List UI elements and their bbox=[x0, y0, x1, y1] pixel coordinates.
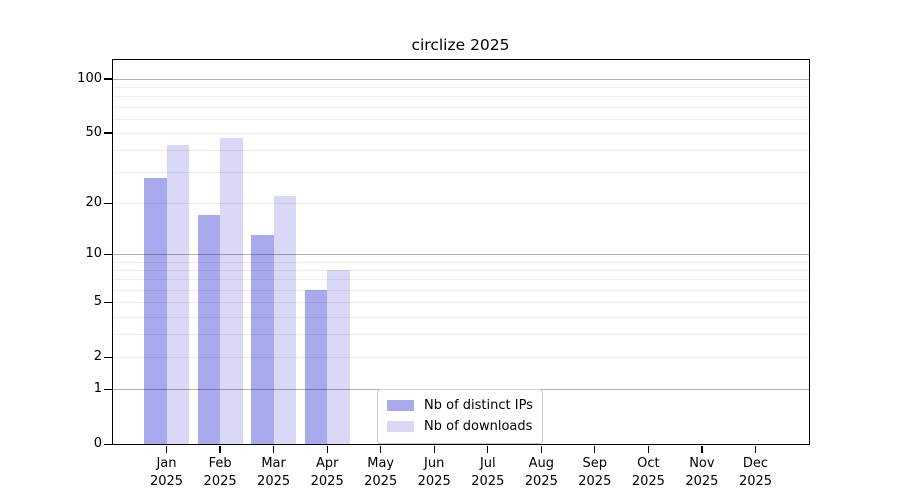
x-tick-mark-jan bbox=[165, 445, 168, 453]
y-tick-label-10: 10 bbox=[85, 246, 102, 262]
x-tick-label-jun: Jun 2025 bbox=[417, 456, 451, 489]
legend: Nb of distinct IPs Nb of downloads bbox=[377, 389, 543, 444]
gridline-y-70 bbox=[113, 106, 809, 108]
y-tick-label-5: 5 bbox=[93, 294, 102, 310]
y-tick-label-50: 50 bbox=[85, 124, 102, 140]
bar-mar-distinct-ips bbox=[251, 235, 274, 444]
x-tick-mark-nov bbox=[701, 445, 703, 453]
x-tick-mark-jul bbox=[487, 445, 489, 453]
x-tick-mark-apr bbox=[326, 445, 328, 453]
y-tick-label-100: 100 bbox=[77, 70, 102, 86]
plot-area: 0 1 2 5 10 20 50 100 Jan 2025 Feb 2025 Mar 2025 Apr… bbox=[77, 59, 810, 489]
gridline-y-5 bbox=[113, 302, 809, 304]
x-tick-label-may: May 2025 bbox=[364, 456, 398, 489]
legend-label-downloads: Nb of downloads bbox=[424, 418, 533, 434]
x-tick-mark-oct bbox=[647, 445, 650, 453]
bars-layer bbox=[113, 60, 809, 444]
x-tick-label-nov: Nov 2025 bbox=[685, 456, 719, 489]
y-tick-mark-100 bbox=[104, 78, 112, 80]
gridline-y-50 bbox=[113, 132, 809, 134]
x-tick-mark-jun bbox=[433, 445, 435, 453]
x-tick-label-aug: Aug 2025 bbox=[524, 456, 558, 489]
y-tick-label-1: 1 bbox=[93, 381, 102, 397]
y-tick-label-20: 20 bbox=[85, 195, 102, 211]
x-tick-label-jan: Jan 2025 bbox=[149, 456, 184, 489]
gridline-y-40 bbox=[113, 150, 809, 152]
x-tick-mark-sep bbox=[594, 445, 596, 453]
legend-row-downloads: Nb of downloads bbox=[387, 416, 533, 437]
bar-apr-downloads bbox=[327, 270, 350, 444]
x-tick-label-sep: Sep 2025 bbox=[578, 456, 612, 489]
gridline-y-6 bbox=[113, 290, 809, 291]
y-tick-mark-10 bbox=[104, 253, 112, 256]
x-tick-label-jul: Jul 2025 bbox=[471, 456, 505, 489]
gridline-y-4 bbox=[113, 316, 809, 318]
x-tick-mark-may bbox=[380, 445, 382, 453]
gridline-y-8 bbox=[113, 270, 809, 272]
y-tick-mark-1 bbox=[104, 388, 112, 390]
axis-layer: 0 1 2 5 10 20 50 100 Jan 2025 Feb 2025 Mar 2025 Apr… bbox=[77, 60, 809, 489]
x-tick-label-oct: Oct 2025 bbox=[631, 456, 665, 489]
y-tick-mark-2 bbox=[104, 356, 112, 358]
y-tick-mark-50 bbox=[104, 132, 112, 134]
bar-feb-distinct-ips bbox=[197, 215, 221, 444]
x-tick-mark-aug bbox=[540, 445, 542, 453]
chart-title: circlize 2025 bbox=[411, 36, 510, 54]
x-tick-label-dec: Dec 2025 bbox=[738, 456, 773, 489]
bar-apr-distinct-ips bbox=[304, 290, 328, 444]
bar-mar-downloads bbox=[273, 195, 297, 444]
gridline-y-20 bbox=[113, 203, 809, 205]
gridline-y-10 bbox=[113, 254, 809, 256]
x-tick-label-mar: Mar 2025 bbox=[257, 456, 291, 489]
gridline-y-90 bbox=[113, 87, 809, 88]
legend-label-distinct-ips: Nb of distinct IPs bbox=[424, 397, 533, 413]
bar-jan-distinct-ips bbox=[144, 177, 167, 444]
legend-swatch-downloads bbox=[387, 421, 414, 432]
x-tick-mark-dec bbox=[754, 445, 757, 453]
bar-feb-downloads bbox=[220, 137, 243, 444]
gridline-y-60 bbox=[113, 118, 809, 120]
legend-row-distinct-ips: Nb of distinct IPs bbox=[387, 395, 533, 416]
gridline-y-3 bbox=[113, 334, 809, 336]
y-tick-mark-20 bbox=[104, 202, 112, 204]
y-tick-mark-0 bbox=[104, 443, 112, 445]
gridline-y-100 bbox=[113, 78, 809, 80]
bar-jan-downloads bbox=[166, 144, 190, 444]
legend-swatch-distinct-ips bbox=[387, 400, 414, 411]
gridline-y-30 bbox=[113, 172, 809, 174]
x-tick-mark-feb bbox=[219, 445, 221, 453]
x-tick-label-apr: Apr 2025 bbox=[310, 456, 344, 489]
y-tick-label-2: 2 bbox=[93, 349, 102, 365]
gridline-y-80 bbox=[113, 96, 809, 98]
x-tick-label-feb: Feb 2025 bbox=[203, 456, 237, 489]
gridline-y-7 bbox=[113, 279, 809, 281]
gridline-y-2 bbox=[113, 357, 809, 359]
gridline-y-9 bbox=[113, 261, 809, 263]
y-tick-mark-5 bbox=[104, 301, 112, 304]
y-tick-label-0: 0 bbox=[93, 436, 102, 451]
x-tick-mark-mar bbox=[272, 445, 275, 453]
